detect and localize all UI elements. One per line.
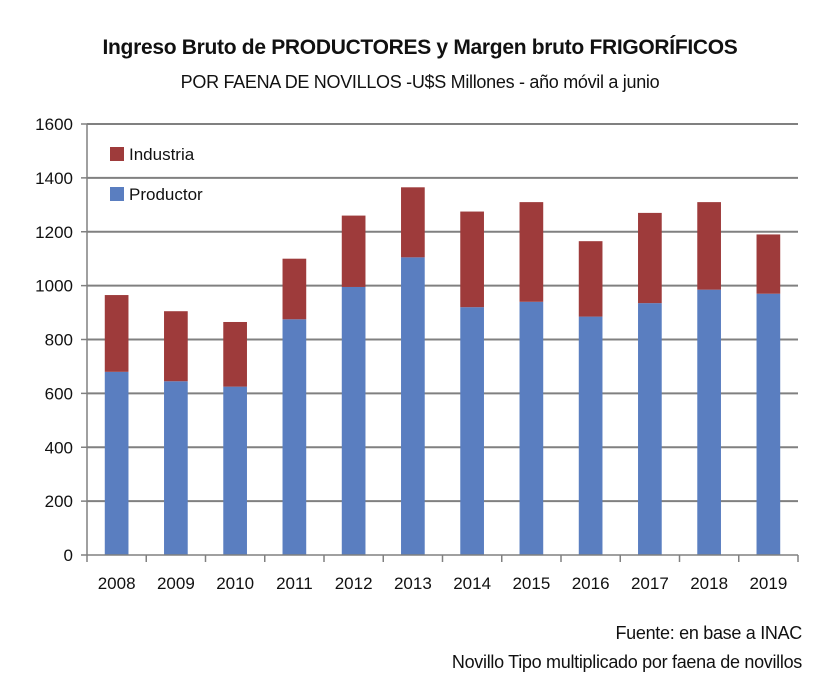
bars	[104, 187, 781, 555]
legend-swatch-industria	[110, 147, 124, 161]
gridlines	[87, 123, 798, 503]
bar-productor-2012	[341, 286, 366, 555]
legend-label-industria: Industria	[129, 145, 195, 164]
bar-productor-2018	[697, 289, 721, 555]
x-tick-label: 2011	[276, 574, 313, 593]
bar-industria-2018	[697, 202, 721, 290]
bar-industria-2019	[756, 234, 781, 294]
x-tick-label: 2019	[749, 574, 787, 593]
x-tick-label: 2014	[453, 574, 491, 593]
x-tick-label: 2017	[631, 574, 669, 593]
y-tick-label: 1400	[35, 169, 73, 188]
y-tick-label: 600	[45, 384, 73, 403]
bar-industria-2009	[164, 311, 188, 382]
y-axis-ticks: 0 200 400 600 800 1000 1200 1400 1600	[35, 115, 87, 565]
bar-industria-2015	[519, 202, 544, 302]
y-tick-label: 400	[45, 438, 73, 457]
bar-industria-2008	[104, 295, 129, 372]
y-tick-label: 1200	[35, 223, 73, 242]
x-tick-label: 2008	[98, 574, 136, 593]
chart-title: Ingreso Bruto de PRODUCTORES y Margen br…	[102, 36, 738, 59]
bar-industria-2013	[401, 187, 425, 258]
legend: Industria Productor	[110, 145, 203, 204]
bar-productor-2009	[164, 381, 188, 555]
bar-industria-2014	[460, 211, 484, 308]
x-tick-label: 2013	[394, 574, 432, 593]
x-axis-ticks: 2008 2009 2010 2011 2012 2013 2014 2015 2016 2017…	[86, 555, 799, 593]
x-tick-label: 2016	[572, 574, 610, 593]
x-tick-label: 2010	[216, 574, 254, 593]
x-tick-label: 2009	[157, 574, 195, 593]
x-tick-label: 2015	[512, 574, 550, 593]
bar-productor-2013	[401, 257, 425, 555]
bar-industria-2011	[282, 258, 307, 320]
legend-swatch-productor	[110, 187, 124, 201]
x-tick-label: 2018	[690, 574, 728, 593]
bar-productor-2016	[578, 316, 603, 555]
bar-industria-2016	[578, 241, 603, 317]
bar-productor-2010	[223, 386, 247, 555]
y-tick-label: 200	[45, 492, 73, 511]
bar-productor-2014	[460, 307, 484, 555]
bar-industria-2012	[341, 215, 366, 287]
chart-subtitle: POR FAENA DE NOVILLOS -U$S Millones - añ…	[180, 72, 660, 92]
bar-productor-2017	[638, 303, 662, 555]
bar-productor-2015	[519, 301, 544, 555]
source-note: Fuente: en base a INAC	[615, 623, 802, 643]
bar-productor-2019	[756, 293, 781, 555]
bar-industria-2010	[223, 321, 247, 387]
bar-productor-2011	[282, 319, 307, 555]
y-tick-label: 0	[64, 546, 73, 565]
bar-industria-2017	[638, 212, 662, 304]
y-tick-label: 800	[45, 331, 73, 350]
y-tick-label: 1600	[35, 115, 73, 134]
method-note: Novillo Tipo multiplicado por faena de n…	[451, 652, 802, 672]
y-tick-label: 1000	[35, 277, 73, 296]
bar-productor-2008	[104, 371, 129, 555]
legend-label-productor: Productor	[129, 185, 203, 204]
x-tick-label: 2012	[335, 574, 373, 593]
